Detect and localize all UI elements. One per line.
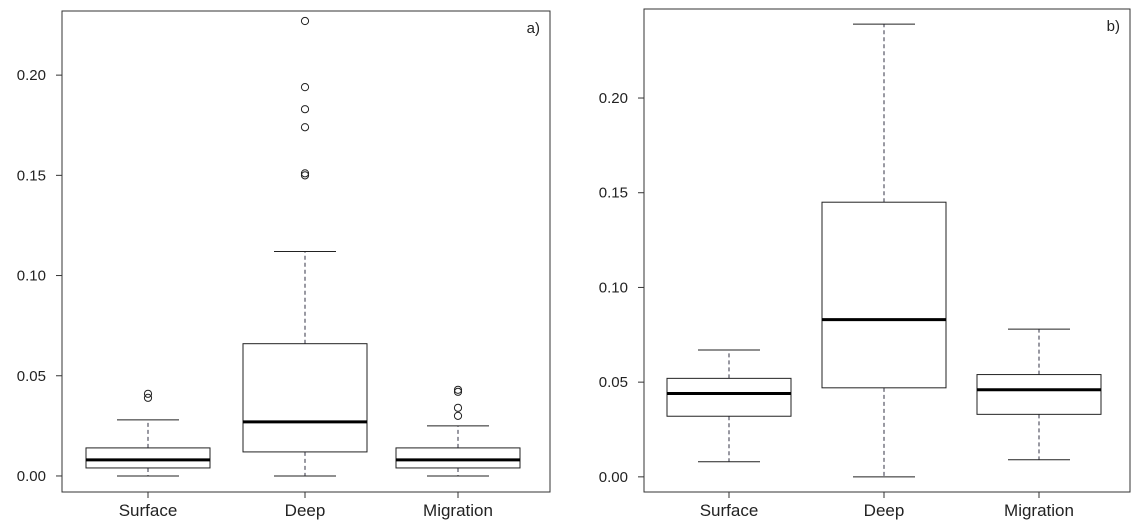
box-iqr <box>666 377 792 417</box>
x-category-label: Deep <box>285 501 326 520</box>
box-iqr <box>395 447 521 469</box>
outlier-point <box>453 403 463 412</box>
outlier-point <box>300 169 310 178</box>
panel-a: a) 0.00 0.05 0.10 0.15 0.20 Surface Deep Migrati… <box>17 10 551 520</box>
outlier-point <box>143 393 153 402</box>
y-tick-label: 0.15 <box>17 167 46 184</box>
outlier-point <box>300 16 310 26</box>
outlier-point <box>143 389 153 398</box>
x-category-label: Deep <box>864 501 905 520</box>
x-category-label: Migration <box>423 501 493 520</box>
box-iqr <box>242 343 368 453</box>
x-category-label: Migration <box>1004 501 1074 520</box>
y-tick-label: 0.15 <box>599 185 628 202</box>
outlier-point <box>453 387 463 396</box>
outlier-point <box>300 83 310 92</box>
panel-label: a) <box>527 20 540 37</box>
outlier-point <box>300 105 310 114</box>
y-tick-label: 0.05 <box>17 368 46 385</box>
x-category-label: Surface <box>119 501 178 520</box>
x-category-label: Surface <box>700 501 759 520</box>
y-tick-label: 0.10 <box>599 279 628 296</box>
y-tick-label: 0.20 <box>599 90 628 107</box>
panel-b: b) 0.00 0.05 0.10 0.15 0.20 Surface Deep Migrati… <box>599 8 1131 520</box>
y-tick-label: 0.20 <box>17 67 46 84</box>
y-tick-label: 0.10 <box>17 268 46 285</box>
y-tick-label: 0.00 <box>17 468 46 485</box>
outlier-point <box>300 123 310 132</box>
y-tick-label: 0.00 <box>599 469 628 486</box>
outlier-point <box>300 171 310 180</box>
plot-frame <box>643 8 1131 493</box>
box-iqr <box>821 201 947 389</box>
box-iqr <box>85 447 211 469</box>
y-tick-label: 0.05 <box>599 374 628 391</box>
outlier-point <box>453 411 463 420</box>
plot-frame <box>61 10 551 493</box>
outlier-point <box>453 385 463 394</box>
panel-label: b) <box>1107 18 1120 35</box>
box-iqr <box>976 374 1102 415</box>
